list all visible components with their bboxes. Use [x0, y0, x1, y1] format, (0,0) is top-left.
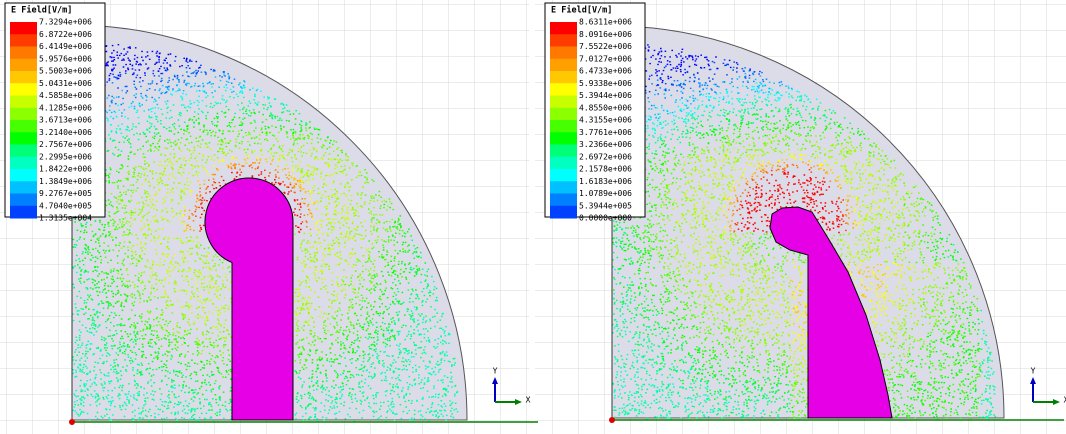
field-points — [72, 41, 201, 87]
legend-swatch — [550, 71, 577, 84]
legend-label: 1.3849e+006 — [39, 177, 92, 186]
legend-label: 5.9338e+006 — [579, 79, 632, 88]
legend-swatch — [550, 181, 577, 194]
legend-swatch — [550, 205, 577, 219]
legend-swatch — [550, 107, 577, 121]
legend-label: 7.5522e+006 — [579, 42, 632, 51]
legend-label: 2.7567e+006 — [39, 140, 92, 149]
legend-label: 4.7040e+005 — [39, 201, 92, 210]
legend-title: E Field[V/m] — [551, 5, 612, 16]
field-points — [109, 130, 394, 356]
legend-swatch — [10, 120, 37, 133]
legend-swatch — [550, 83, 577, 96]
legend-swatch — [10, 156, 37, 170]
legend-swatch — [550, 193, 577, 207]
legend-label: 1.0789e+006 — [579, 189, 632, 198]
axis-x-label: X — [526, 396, 531, 405]
legend-swatch — [10, 34, 37, 47]
origin — [609, 417, 615, 423]
axis-x-head — [515, 399, 522, 405]
legend-label: 8.0916e+006 — [579, 30, 632, 39]
legend-swatch — [10, 71, 37, 84]
legend-title: E Field[V/m] — [11, 5, 72, 16]
axis-x-head — [1053, 399, 1060, 405]
legend-label: 1.3135e+004 — [39, 214, 92, 223]
conductor — [769, 206, 893, 419]
legend-label: 2.2995e+006 — [39, 152, 92, 161]
axis-y-label: Y — [493, 367, 498, 376]
legend-swatch — [10, 46, 37, 60]
legend-swatch — [550, 132, 577, 145]
axis-x-label: X — [1064, 396, 1066, 405]
legend-label: 5.3944e+005 — [579, 201, 632, 210]
legend-label: 6.4733e+006 — [579, 67, 632, 76]
legend-label: 2.1578e+006 — [579, 165, 632, 174]
legend-label: 0.0000e+000 — [579, 214, 632, 223]
legend-swatch — [10, 205, 37, 219]
legend-swatch — [550, 34, 577, 47]
legend-swatch — [550, 22, 577, 35]
axis-y-label: Y — [1031, 367, 1036, 376]
legend-label: 4.8550e+006 — [579, 103, 632, 112]
legend-label: 8.6311e+006 — [579, 18, 632, 27]
legend-label: 3.6713e+006 — [39, 116, 92, 125]
legend-label: 5.3944e+006 — [579, 91, 632, 100]
legend-label: 7.3294e+006 — [39, 18, 92, 27]
legend-swatch — [10, 132, 37, 145]
legend-label: 9.2767e+005 — [39, 189, 92, 198]
legend-swatch — [550, 46, 577, 60]
field-points — [612, 72, 793, 134]
legend-swatch — [10, 169, 37, 182]
legend-label: 5.0431e+006 — [39, 79, 92, 88]
legend-label: 3.2140e+006 — [39, 128, 92, 137]
legend-label: 6.4149e+006 — [39, 42, 92, 51]
legend-swatch — [550, 169, 577, 182]
legend-label: 5.5003e+006 — [39, 67, 92, 76]
legend-label: 3.2366e+006 — [579, 140, 632, 149]
legend-swatch — [10, 107, 37, 121]
conductor — [204, 177, 294, 421]
legend-swatch — [10, 95, 37, 109]
legend-swatch — [10, 22, 37, 35]
legend-swatch — [550, 95, 577, 109]
legend-swatch — [10, 58, 37, 72]
legend-label: 1.6183e+006 — [579, 177, 632, 186]
legend-label: 4.1285e+006 — [39, 103, 92, 112]
legend-label: 5.9576e+006 — [39, 54, 92, 63]
legend-swatch — [550, 120, 577, 133]
origin — [69, 419, 75, 425]
legend-label: 1.8422e+006 — [39, 165, 92, 174]
axis-y-head — [1030, 377, 1036, 384]
legend-label: 6.8722e+006 — [39, 30, 92, 39]
legend-swatch — [10, 144, 37, 158]
legend-swatch — [550, 58, 577, 72]
legend-label: 7.0127e+006 — [579, 54, 632, 63]
legend-swatch — [10, 181, 37, 194]
legend-swatch — [10, 83, 37, 96]
field-points — [737, 171, 844, 234]
legend-label: 3.7761e+006 — [579, 128, 632, 137]
field-points — [128, 146, 370, 340]
legend-label: 2.6972e+006 — [579, 152, 632, 161]
legend-label: 4.5858e+006 — [39, 91, 92, 100]
legend-label: 4.3155e+006 — [579, 116, 632, 125]
legend-swatch — [10, 193, 37, 207]
legend-swatch — [550, 144, 577, 158]
axis-y-head — [492, 377, 498, 384]
legend-swatch — [550, 156, 577, 170]
